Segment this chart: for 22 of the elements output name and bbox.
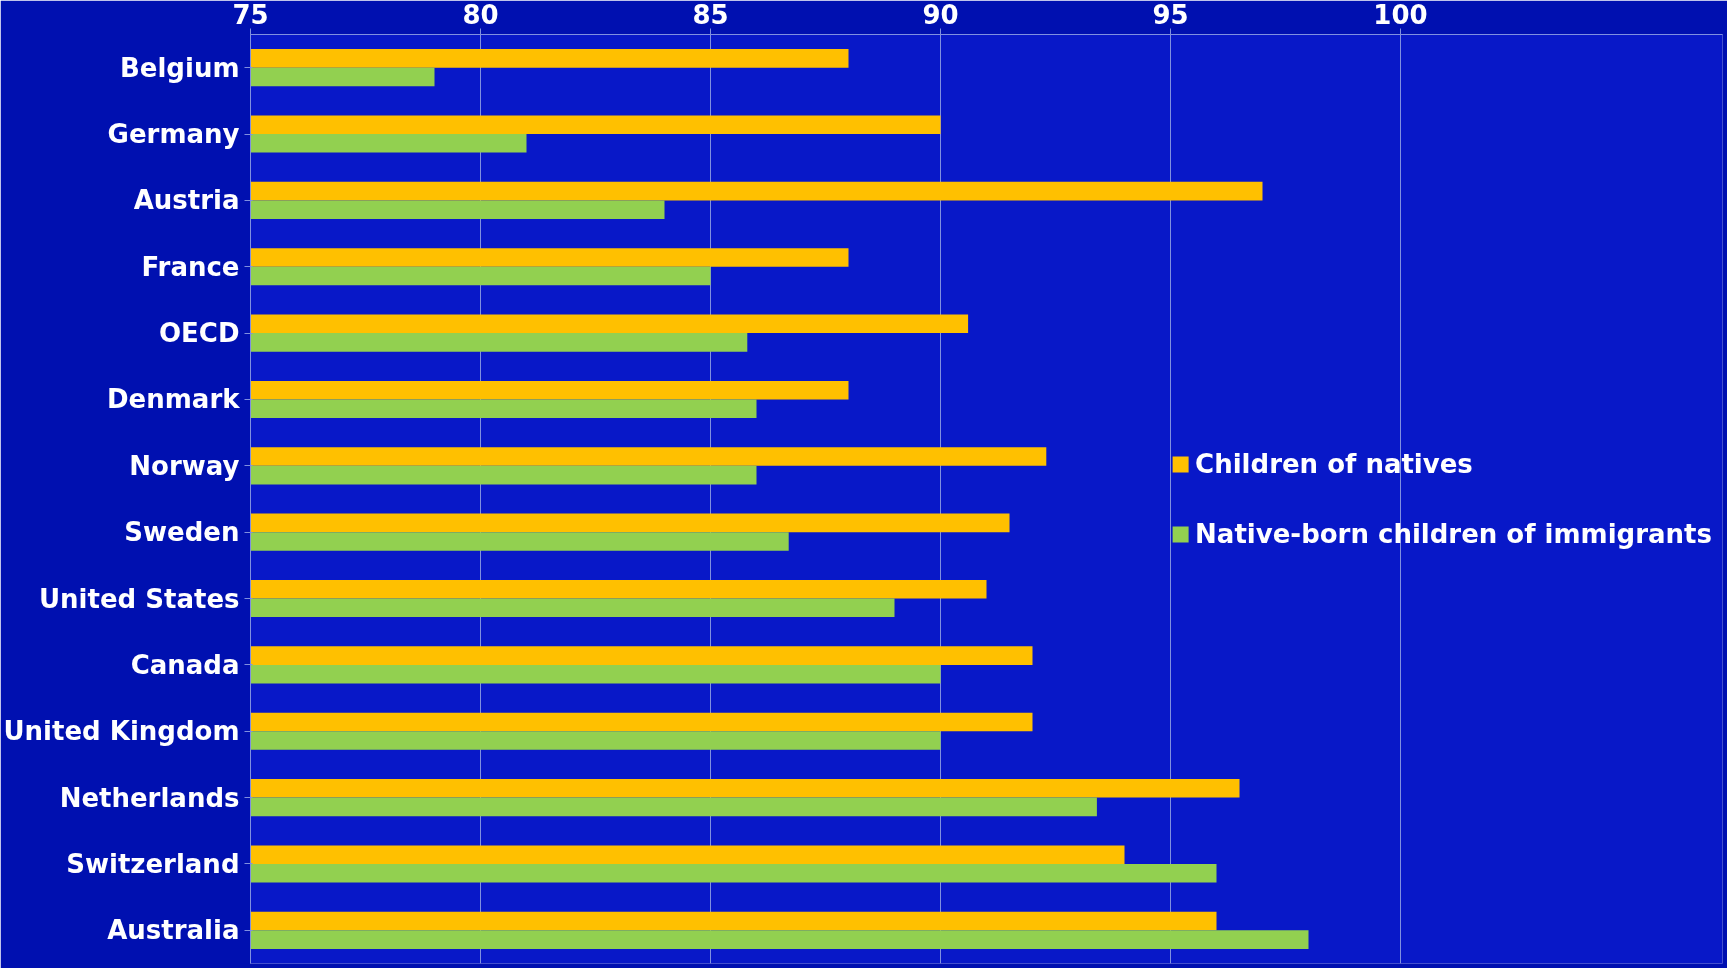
y-tick-label: Netherlands: [59, 782, 240, 813]
x-tick-label: 85: [692, 0, 729, 30]
x-tick-label: 90: [922, 0, 959, 30]
y-tick-label: Denmark: [107, 384, 241, 415]
y-tick-label: Austria: [133, 185, 240, 216]
x-tick-label: 80: [462, 0, 499, 30]
x-tick-label: 95: [1152, 0, 1189, 30]
y-tick-label: France: [141, 251, 240, 282]
y-tick-label: OECD: [158, 318, 240, 349]
y-tick-label: Switzerland: [66, 848, 240, 879]
y-tick-label: Canada: [130, 649, 240, 680]
y-tick-label: United States: [39, 583, 240, 614]
y-tick-label: Belgium: [120, 52, 240, 83]
y-tick-label: Germany: [107, 119, 240, 150]
y-tick-label: United Kingdom: [3, 716, 240, 747]
y-tick-label: Norway: [129, 450, 240, 481]
y-tick-label: Sweden: [124, 517, 240, 548]
y-tick-label: Australia: [107, 915, 240, 946]
x-tick-label: 100: [1373, 0, 1428, 30]
legend-label: Children of natives: [1195, 448, 1473, 479]
legend-label: Native-born children of immigrants: [1195, 518, 1712, 549]
x-tick-label: 75: [232, 0, 269, 30]
